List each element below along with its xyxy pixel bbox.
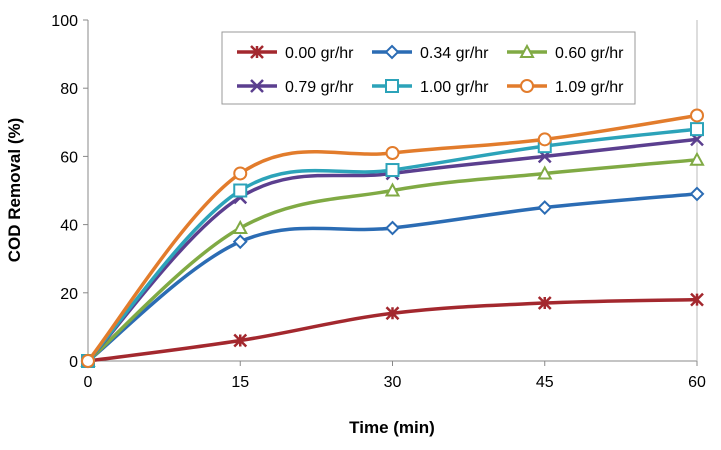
square-marker	[690, 122, 704, 137]
legend-box	[221, 31, 636, 105]
series-lines	[80, 108, 705, 369]
triangle-marker	[537, 165, 553, 180]
legend-entry: 1.00 gr/hr	[372, 79, 489, 96]
circle-marker	[385, 145, 400, 160]
legend-label: 1.00 gr/hr	[420, 79, 489, 96]
series-0-00-gr-hr	[81, 292, 704, 368]
legend-entry: 0.79 gr/hr	[237, 79, 354, 96]
legend-entry: 0.00 gr/hr	[237, 45, 354, 62]
square-marker	[233, 183, 248, 198]
diamond-marker	[385, 220, 400, 236]
y-tick-label: 0	[69, 354, 78, 371]
diamond-marker	[232, 234, 248, 250]
x-marker	[250, 79, 264, 93]
legend-label: 1.09 gr/hr	[555, 79, 624, 96]
triangle-marker	[384, 182, 401, 197]
square-marker	[385, 163, 400, 178]
diamond-marker	[537, 200, 553, 215]
circle-marker	[537, 132, 552, 147]
legend-label: 0.60 gr/hr	[555, 45, 624, 62]
diamond-marker	[384, 44, 400, 60]
square-marker	[385, 79, 399, 93]
y-tick-label: 100	[51, 13, 78, 30]
series-line	[86, 113, 698, 363]
star-marker	[250, 45, 264, 59]
y-tick-label: 60	[60, 149, 78, 166]
star-marker	[537, 296, 552, 310]
legend-label: 0.79 gr/hr	[285, 79, 354, 96]
circle-marker	[233, 166, 248, 181]
legend-entry: 0.60 gr/hr	[507, 43, 624, 62]
y-axis-label: COD Removal (%)	[5, 118, 24, 263]
series-line	[86, 192, 698, 363]
legend: 0.00 gr/hr 0.34 gr/hr 0.60 gr/hr 0.79 gr/hr…	[221, 31, 636, 105]
legend-entry: 1.09 gr/hr	[507, 79, 624, 96]
x-tick-label: 15	[231, 374, 249, 391]
triangle-marker	[519, 43, 535, 58]
circle-marker	[690, 108, 704, 123]
star-marker	[690, 292, 704, 307]
x-tick-label: 45	[536, 374, 554, 391]
x-tick-label: 30	[384, 374, 402, 391]
legend-label: 0.34 gr/hr	[420, 45, 489, 62]
y-tick-label: 80	[60, 81, 78, 98]
diamond-marker	[689, 186, 705, 202]
circle-marker	[81, 354, 95, 368]
star-marker	[233, 333, 248, 348]
legend-entry: 0.34 gr/hr	[372, 44, 489, 62]
axes: 0 20 40 60 80 100 0 15 30 45 60	[51, 13, 706, 391]
triangle-marker	[232, 219, 248, 235]
triangle-marker	[689, 151, 705, 166]
y-tick-label: 40	[60, 218, 78, 235]
x-tick-label: 0	[84, 374, 93, 391]
x-tick-label: 60	[688, 374, 706, 391]
y-tick-label: 20	[60, 286, 78, 303]
series-0-60-gr-hr	[80, 151, 705, 367]
legend-label: 0.00 gr/hr	[285, 45, 354, 62]
circle-marker	[520, 79, 534, 93]
star-marker	[385, 306, 400, 321]
series-1-09-gr-hr	[81, 108, 704, 368]
x-axis-label: Time (min)	[349, 418, 435, 437]
